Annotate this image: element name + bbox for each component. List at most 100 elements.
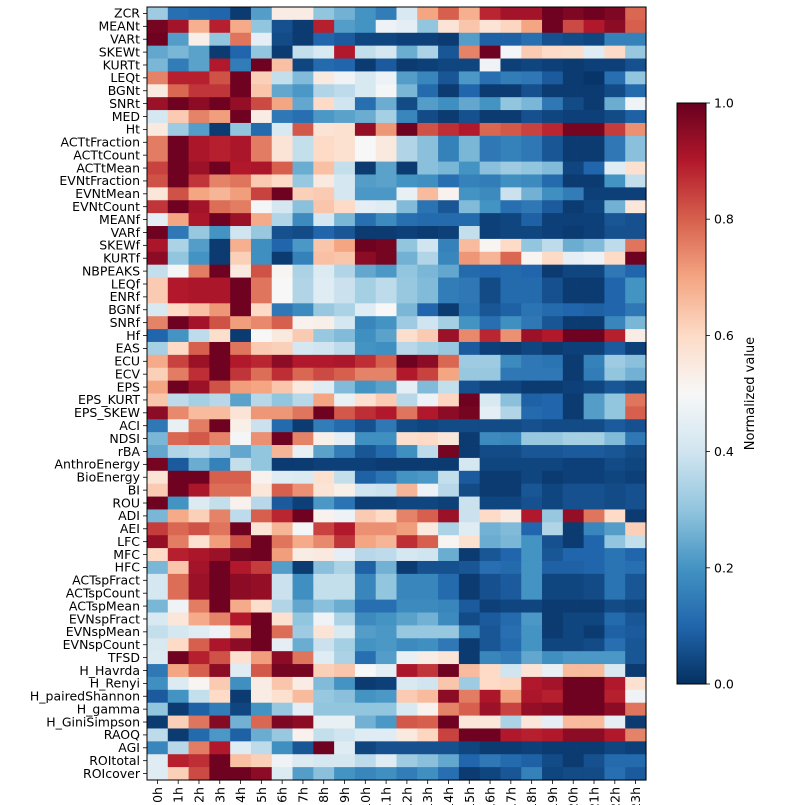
heatmap-cell-EVNspMean-15h [458,625,481,639]
heatmap-cell-H_Havrda-11h [375,664,398,678]
heatmap-cell-ROItotal-15h [458,754,481,768]
heatmap-cell-LEQt-4h [230,71,252,85]
heatmap-cell-SKEWt-7h [292,45,314,60]
heatmap-cell-ACI-23h [625,419,647,433]
heatmap-cell-EVNspMean-22h [604,625,626,639]
heatmap-cell-ACTspMean-12h [396,599,418,614]
heatmap-cell-ROItotal-16h [479,754,502,768]
heatmap-cell-SNRt-16h [479,97,502,111]
heatmap-cell-EVNtCount-21h [583,200,606,214]
heatmap-cell-EPS_KURT-23h [625,393,647,407]
heatmap-cell-ROU-18h [521,496,543,511]
heatmap-cell-ACTspCount-16h [479,586,502,601]
heatmap-cell-EVNspMean-2h [188,625,210,639]
heatmap-cell-ACTspCount-19h [542,586,564,601]
heatmap-cell-Hf-15h [458,329,481,343]
heatmap-cell-H_Havrda-10h [354,664,377,678]
heatmap-cell-ROItotal-2h [188,754,210,768]
heatmap-cell-ACI-16h [479,419,502,433]
heatmap-cell-TFSD-11h [375,651,398,665]
heatmap-cell-SNRt-20h [562,97,585,111]
heatmap-cell-ADI-16h [479,509,502,523]
heatmap-cell-H_pairedShannon-19h [542,689,564,704]
heatmap-cell-SNRt-14h [438,97,460,111]
heatmap-cell-SNRf-20h [562,316,585,330]
heatmap-cell-H_GiniSimpson-15h [458,715,481,730]
heatmap-cell-EVNtMean-5h [250,187,273,201]
heatmap-cell-SKEWt-8h [313,45,335,60]
heatmap-cell-MEANt-22h [604,19,626,34]
heatmap-cell-EVNtCount-14h [438,200,460,214]
heatmap-cell-EVNspMean-12h [396,625,418,639]
heatmap-cell-SKEWf-14h [438,238,460,253]
heatmap-cell-H_Renyi-7h [292,676,314,691]
heatmap-cell-AGI-4h [230,741,252,755]
heatmap-cell-H_Renyi-15h [458,676,481,691]
heatmap-cell-LFC-13h [417,535,439,549]
heatmap-cell-EPS_SKEW-1h [167,406,190,420]
heatmap-cell-ACTspCount-23h [625,586,647,601]
heatmap-cell-ACTspMean-20h [562,599,585,614]
heatmap-cell-HFC-22h [604,560,626,575]
heatmap-cell-ECV-23h [625,367,647,382]
x-tick-label: 10h [358,787,373,805]
heatmap-cell-KURTt-12h [396,58,418,73]
heatmap-cell-MEANt-1h [167,19,190,34]
heatmap-cell-ECV-2h [188,367,210,382]
heatmap-cell-rBA-12h [396,445,418,459]
heatmap-cell-LEQt-23h [625,71,647,85]
heatmap-cell-Hf-7h [292,329,314,343]
heatmap-cell-EVNspFract-10h [354,612,377,626]
heatmap-cell-ROItotal-6h [271,754,294,768]
heatmap-cell-AGI-17h [500,741,522,755]
heatmap-cell-TFSD-14h [438,651,460,665]
heatmap-cell-SNRf-2h [188,316,210,330]
heatmap-cell-EPS-21h [583,380,606,395]
heatmap-cell-Hf-9h [334,329,356,343]
heatmap-cell-AnthroEnergy-18h [521,457,543,472]
heatmap-cell-EPS_SKEW-8h [313,406,335,420]
y-tick-label: rBA [118,444,141,459]
heatmap-cell-H_Renyi-9h [334,676,356,691]
heatmap-cell-ACTtCount-8h [313,148,335,163]
heatmap-cell-MEANt-6h [271,19,294,34]
heatmap-cell-LFC-14h [438,535,460,549]
heatmap-cell-EPS-16h [479,380,502,395]
heatmap-cell-LEQf-11h [375,277,398,292]
heatmap-cell-BGNf-10h [354,303,377,317]
heatmap-cell-EVNspCount-6h [271,638,294,652]
y-tick-label: EVNspFract [69,611,140,626]
heatmap-cell-EAS-6h [271,341,294,356]
heatmap-cell-LEQf-22h [604,277,626,292]
heatmap-cell-AEI-13h [417,522,439,536]
heatmap-cell-MED-2h [188,110,210,124]
y-tick-label: H_Havrda [79,663,140,678]
heatmap-cell-BGNt-12h [396,84,418,98]
heatmap-cell-H_gamma-17h [500,702,522,717]
y-tick-label: BGNt [108,83,140,98]
heatmap-cell-ACTspFract-18h [521,573,543,588]
heatmap-cell-H_pairedShannon-3h [209,689,231,704]
y-tick-label: ADI [118,508,140,523]
heatmap-cell-BGNt-7h [292,84,314,98]
heatmap-cell-SNRf-7h [292,316,314,330]
heatmap-cell-TFSD-0h [147,651,169,665]
y-tick-label: HFC [115,560,141,575]
heatmap-cell-BGNf-13h [417,303,439,317]
heatmap-cell-EPS_SKEW-7h [292,406,314,420]
heatmap-cell-EAS-3h [209,341,231,356]
heatmap-cell-Ht-9h [334,122,356,137]
heatmap-cell-SKEWt-5h [250,45,273,60]
heatmap-cell-H_gamma-7h [292,702,314,717]
x-tick-label: 4h [233,787,248,803]
heatmap-cell-AnthroEnergy-7h [292,457,314,472]
heatmap-cell-EVNtMean-16h [479,187,502,201]
heatmap-cell-VARt-14h [438,32,460,47]
heatmap-cell-Hf-16h [479,329,502,343]
heatmap-cell-KURTf-21h [583,251,606,266]
heatmap-cell-EVNspMean-20h [562,625,585,639]
heatmap-cell-EPS_KURT-8h [313,393,335,407]
heatmap-cell-EPS_KURT-22h [604,393,626,407]
heatmap-cell-EVNspFract-1h [167,612,190,626]
